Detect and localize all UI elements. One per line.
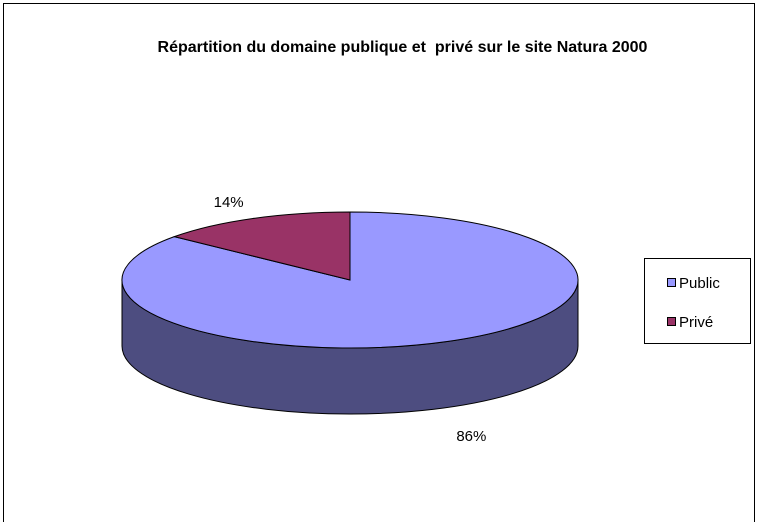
legend-label: Privé (679, 314, 713, 331)
slice (172, 211, 351, 281)
legend-label: Public (679, 275, 720, 292)
legend-swatch (667, 317, 676, 326)
legend-swatch (667, 278, 676, 287)
chart-frame (3, 3, 755, 522)
data-label: 86% (456, 428, 486, 445)
data-label: 14% (214, 194, 244, 211)
chart-title: Répartition du domaine publique et privé… (157, 39, 648, 56)
legend-box (644, 258, 751, 344)
